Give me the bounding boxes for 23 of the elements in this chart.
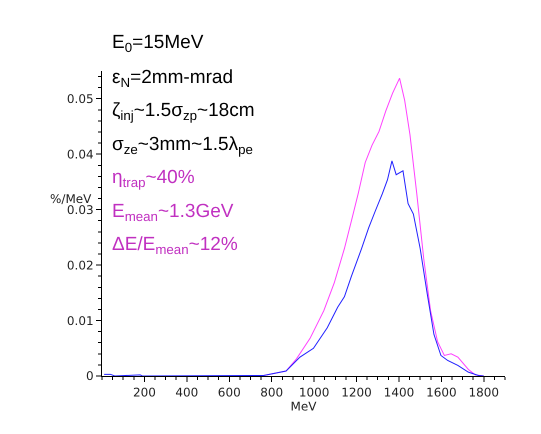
text: E$_{0}$=15MeV [112,32,204,55]
annotation: ε$_{N}$=2mm-mrad [112,67,234,90]
annotation: ΔE/E$_{mean}$~12% [112,234,238,257]
annotation: η$_{trap}$~40% [112,167,195,190]
annotation: ζ$_{inj}$~1.5σ$_{zp}$~18cm [112,100,255,123]
x-tick-label: 1600 [426,385,457,400]
x-axis-title: MeV [290,399,318,414]
y-tick-label: 0.02 [66,258,94,272]
x-tick-label: 1800 [468,385,500,400]
annotation: σ$_{ze}$~3mm~1.5λ$_{pe}$ [112,134,253,157]
annotation: E$_{mean}$~1.3GeV [112,201,234,224]
x-tick-label: 600 [218,385,241,400]
x-tick-label: 1000 [298,385,330,400]
y-tick-label: 0.01 [66,314,94,328]
y-tick-label: 0 [86,369,94,384]
x-tick-label: 1200 [341,385,372,400]
x-tick-label: 200 [132,385,156,400]
y-tick-label: 0.04 [66,147,94,162]
x-tick-label: 1400 [384,385,414,400]
line-series [104,160,484,376]
x-tick-label: 400 [175,385,198,400]
x-tick-label: 800 [260,385,284,400]
y-tick-label: 0.05 [66,92,94,106]
